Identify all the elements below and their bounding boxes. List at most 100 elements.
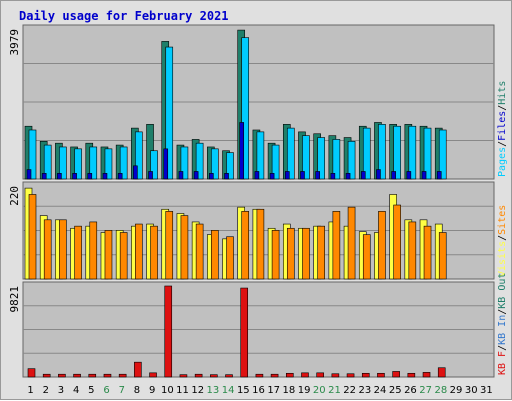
x-tick-label: 4 [73,385,79,396]
bar-sites [378,211,386,280]
bar-pages [72,173,77,180]
bar-files [393,125,401,180]
bar-files [241,37,250,180]
bar-pages [102,173,108,180]
bar-sites [438,232,447,280]
bar-sites [43,219,52,280]
x-tick-label: 23 [358,385,371,396]
legend-kb: KB F/KB In/KB Out [497,273,508,375]
x-tick-label: 24 [374,385,387,396]
bar-files [438,129,447,180]
x-tick-label: 12 [191,385,204,396]
x-tick-label: 30 [465,385,478,396]
bar-files [165,46,174,180]
bar-kb-f [301,372,309,378]
bar-sites [226,236,234,280]
bar-pages [315,171,320,180]
bar-pages [421,171,427,180]
bar-pages [254,171,260,180]
bar-kb-f [316,372,324,378]
x-tick-label: 26 [404,385,417,396]
bar-files [408,125,417,180]
x-tick-label: 29 [450,385,463,396]
legend-entry: / [497,235,508,241]
bar-sites [332,211,341,280]
x-tick-label: 21 [328,385,341,396]
bar-pages [376,169,381,180]
bar-files [302,135,310,180]
bar-pages [193,171,199,180]
bar-kb-f [437,367,446,378]
y-max-label: 3979 [8,29,21,56]
x-tick-label: 10 [161,385,174,396]
x-tick-label: 25 [389,385,402,396]
x-tick-label: 22 [343,385,356,396]
x-tick-label: 13 [207,385,220,396]
bar-pages [436,171,442,180]
legend-entry: Sites [497,205,508,235]
bar-sites [256,208,265,280]
x-tick-label: 11 [176,385,189,396]
bar-pages [133,165,138,180]
legend-hits_files_pages: Pages/Files/Hits [497,81,508,177]
bar-kb-f [407,372,416,378]
bar-kb-f [331,373,340,378]
bar-kb-f [377,372,385,378]
bar-sites [195,223,204,280]
x-tick-label: 9 [149,385,155,396]
bar-files [317,137,325,180]
bar-kb-f [270,373,279,378]
bar-files [104,148,113,180]
bar-files [135,131,143,180]
bar-kb-f [255,373,264,378]
bar-files [256,131,265,180]
bar-sites [302,227,310,280]
bar-files [43,144,52,180]
bar-files [332,139,341,180]
x-tick-label: 17 [267,385,280,396]
bar-sites [119,232,128,280]
bar-kb-f [27,368,36,378]
bar-files [211,148,219,180]
bar-pages [360,171,366,180]
x-tick-label: 15 [237,385,250,396]
bar-pages [163,148,169,180]
bar-kb-f [42,373,51,378]
bar-files [423,127,432,180]
bar-pages [26,169,32,180]
bar-kb-f [225,374,233,378]
x-tick-label: 1 [27,385,33,396]
y-max-label: 220 [8,186,21,206]
bar-files [119,146,128,180]
bar-files [362,127,371,180]
x-tick-label: 16 [252,385,265,396]
x-tick-label: 2 [43,385,49,396]
x-tick-label: 5 [88,385,94,396]
bar-pages [406,171,412,180]
x-tick-label: 20 [313,385,326,396]
x-tick-label: 6 [103,385,109,396]
bar-kb-f [210,374,218,378]
legend-entry: / [497,141,508,147]
bar-sites [286,227,295,280]
bar-sites [423,225,432,280]
bar-pages [57,173,62,180]
bar-sites [347,206,356,280]
bar-files [271,144,280,180]
bar-pages [239,122,245,180]
legend-visits_sites: Visits/Sites [497,205,508,277]
bar-sites [104,230,113,280]
legend-entry: Pages [497,147,508,177]
bar-kb-f [346,373,355,378]
bar-kb-f [118,373,127,378]
bar-kb-f [392,371,400,378]
legend-entry: KB F [497,351,508,375]
bar-pages [41,173,47,180]
bar-kb-f [73,373,81,378]
bar-kb-f [149,372,157,378]
bar-pages [391,171,396,180]
bar-sites [362,234,371,280]
bar-files [286,127,295,180]
bar-files [378,124,386,180]
